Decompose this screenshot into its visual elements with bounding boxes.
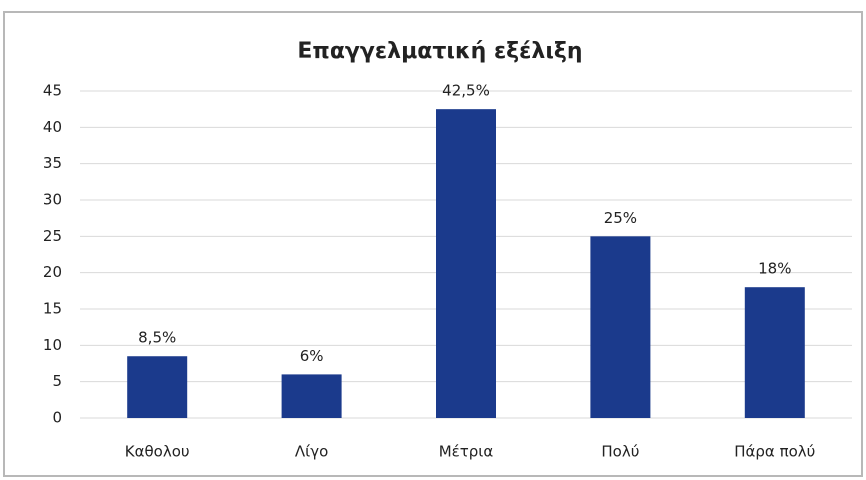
x-tick-label: Καθολου <box>125 443 190 461</box>
bar <box>744 287 805 418</box>
y-tick-label: 40 <box>43 118 62 136</box>
y-tick-label: 10 <box>43 336 62 354</box>
x-tick-label: Πολύ <box>601 443 639 461</box>
y-tick-label: 30 <box>43 191 62 209</box>
y-tick-label: 45 <box>43 82 62 100</box>
bar <box>281 374 342 418</box>
x-tick-label: Πάρα πολύ <box>734 443 815 461</box>
data-label: 8,5% <box>138 329 176 347</box>
data-label: 25% <box>604 209 637 227</box>
bar <box>127 356 188 418</box>
x-tick-label: Μέτρια <box>439 443 494 461</box>
data-label: 18% <box>758 260 791 278</box>
y-tick-label: 35 <box>43 154 62 172</box>
chart-title: Επαγγελματική εξέλιξη <box>297 39 582 64</box>
data-label: 6% <box>300 347 324 365</box>
bar <box>590 236 651 418</box>
y-tick-label: 15 <box>43 300 62 318</box>
y-tick-label: 20 <box>43 263 62 281</box>
data-label: 42,5% <box>442 82 490 100</box>
y-tick-label: 25 <box>43 227 62 245</box>
x-tick-label: Λίγο <box>295 443 328 461</box>
y-tick-label: 0 <box>52 409 62 427</box>
y-tick-label: 5 <box>52 372 62 390</box>
bar <box>436 109 496 419</box>
